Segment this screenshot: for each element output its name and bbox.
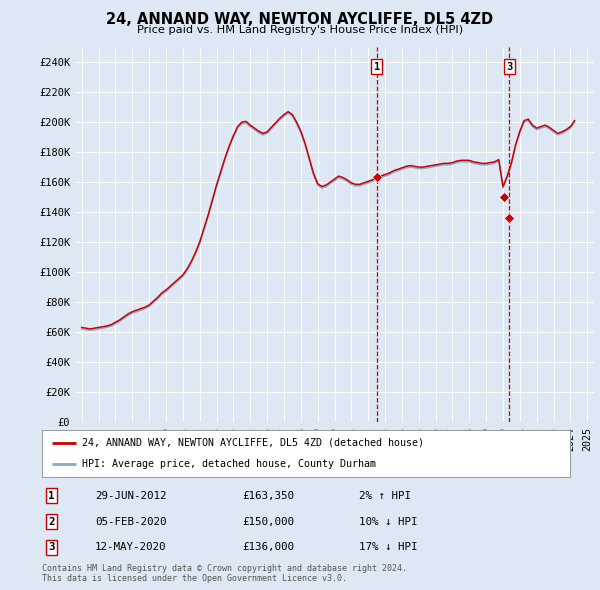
Text: £150,000: £150,000 <box>242 517 295 526</box>
Text: 17% ↓ HPI: 17% ↓ HPI <box>359 542 418 552</box>
Text: 1: 1 <box>374 62 380 71</box>
Text: £163,350: £163,350 <box>242 491 295 501</box>
Text: Price paid vs. HM Land Registry's House Price Index (HPI): Price paid vs. HM Land Registry's House … <box>137 25 463 35</box>
Text: 2% ↑ HPI: 2% ↑ HPI <box>359 491 411 501</box>
Text: 24, ANNAND WAY, NEWTON AYCLIFFE, DL5 4ZD: 24, ANNAND WAY, NEWTON AYCLIFFE, DL5 4ZD <box>106 12 494 27</box>
Text: 1: 1 <box>48 491 55 501</box>
Text: 24, ANNAND WAY, NEWTON AYCLIFFE, DL5 4ZD (detached house): 24, ANNAND WAY, NEWTON AYCLIFFE, DL5 4ZD… <box>82 438 424 448</box>
Text: 2: 2 <box>48 517 55 526</box>
Text: Contains HM Land Registry data © Crown copyright and database right 2024.
This d: Contains HM Land Registry data © Crown c… <box>42 564 407 584</box>
Text: HPI: Average price, detached house, County Durham: HPI: Average price, detached house, Coun… <box>82 458 376 468</box>
Text: 05-FEB-2020: 05-FEB-2020 <box>95 517 166 526</box>
Text: 3: 3 <box>48 542 55 552</box>
Text: 3: 3 <box>506 62 512 71</box>
Text: 29-JUN-2012: 29-JUN-2012 <box>95 491 166 501</box>
Text: 12-MAY-2020: 12-MAY-2020 <box>95 542 166 552</box>
Text: 10% ↓ HPI: 10% ↓ HPI <box>359 517 418 526</box>
Text: £136,000: £136,000 <box>242 542 295 552</box>
